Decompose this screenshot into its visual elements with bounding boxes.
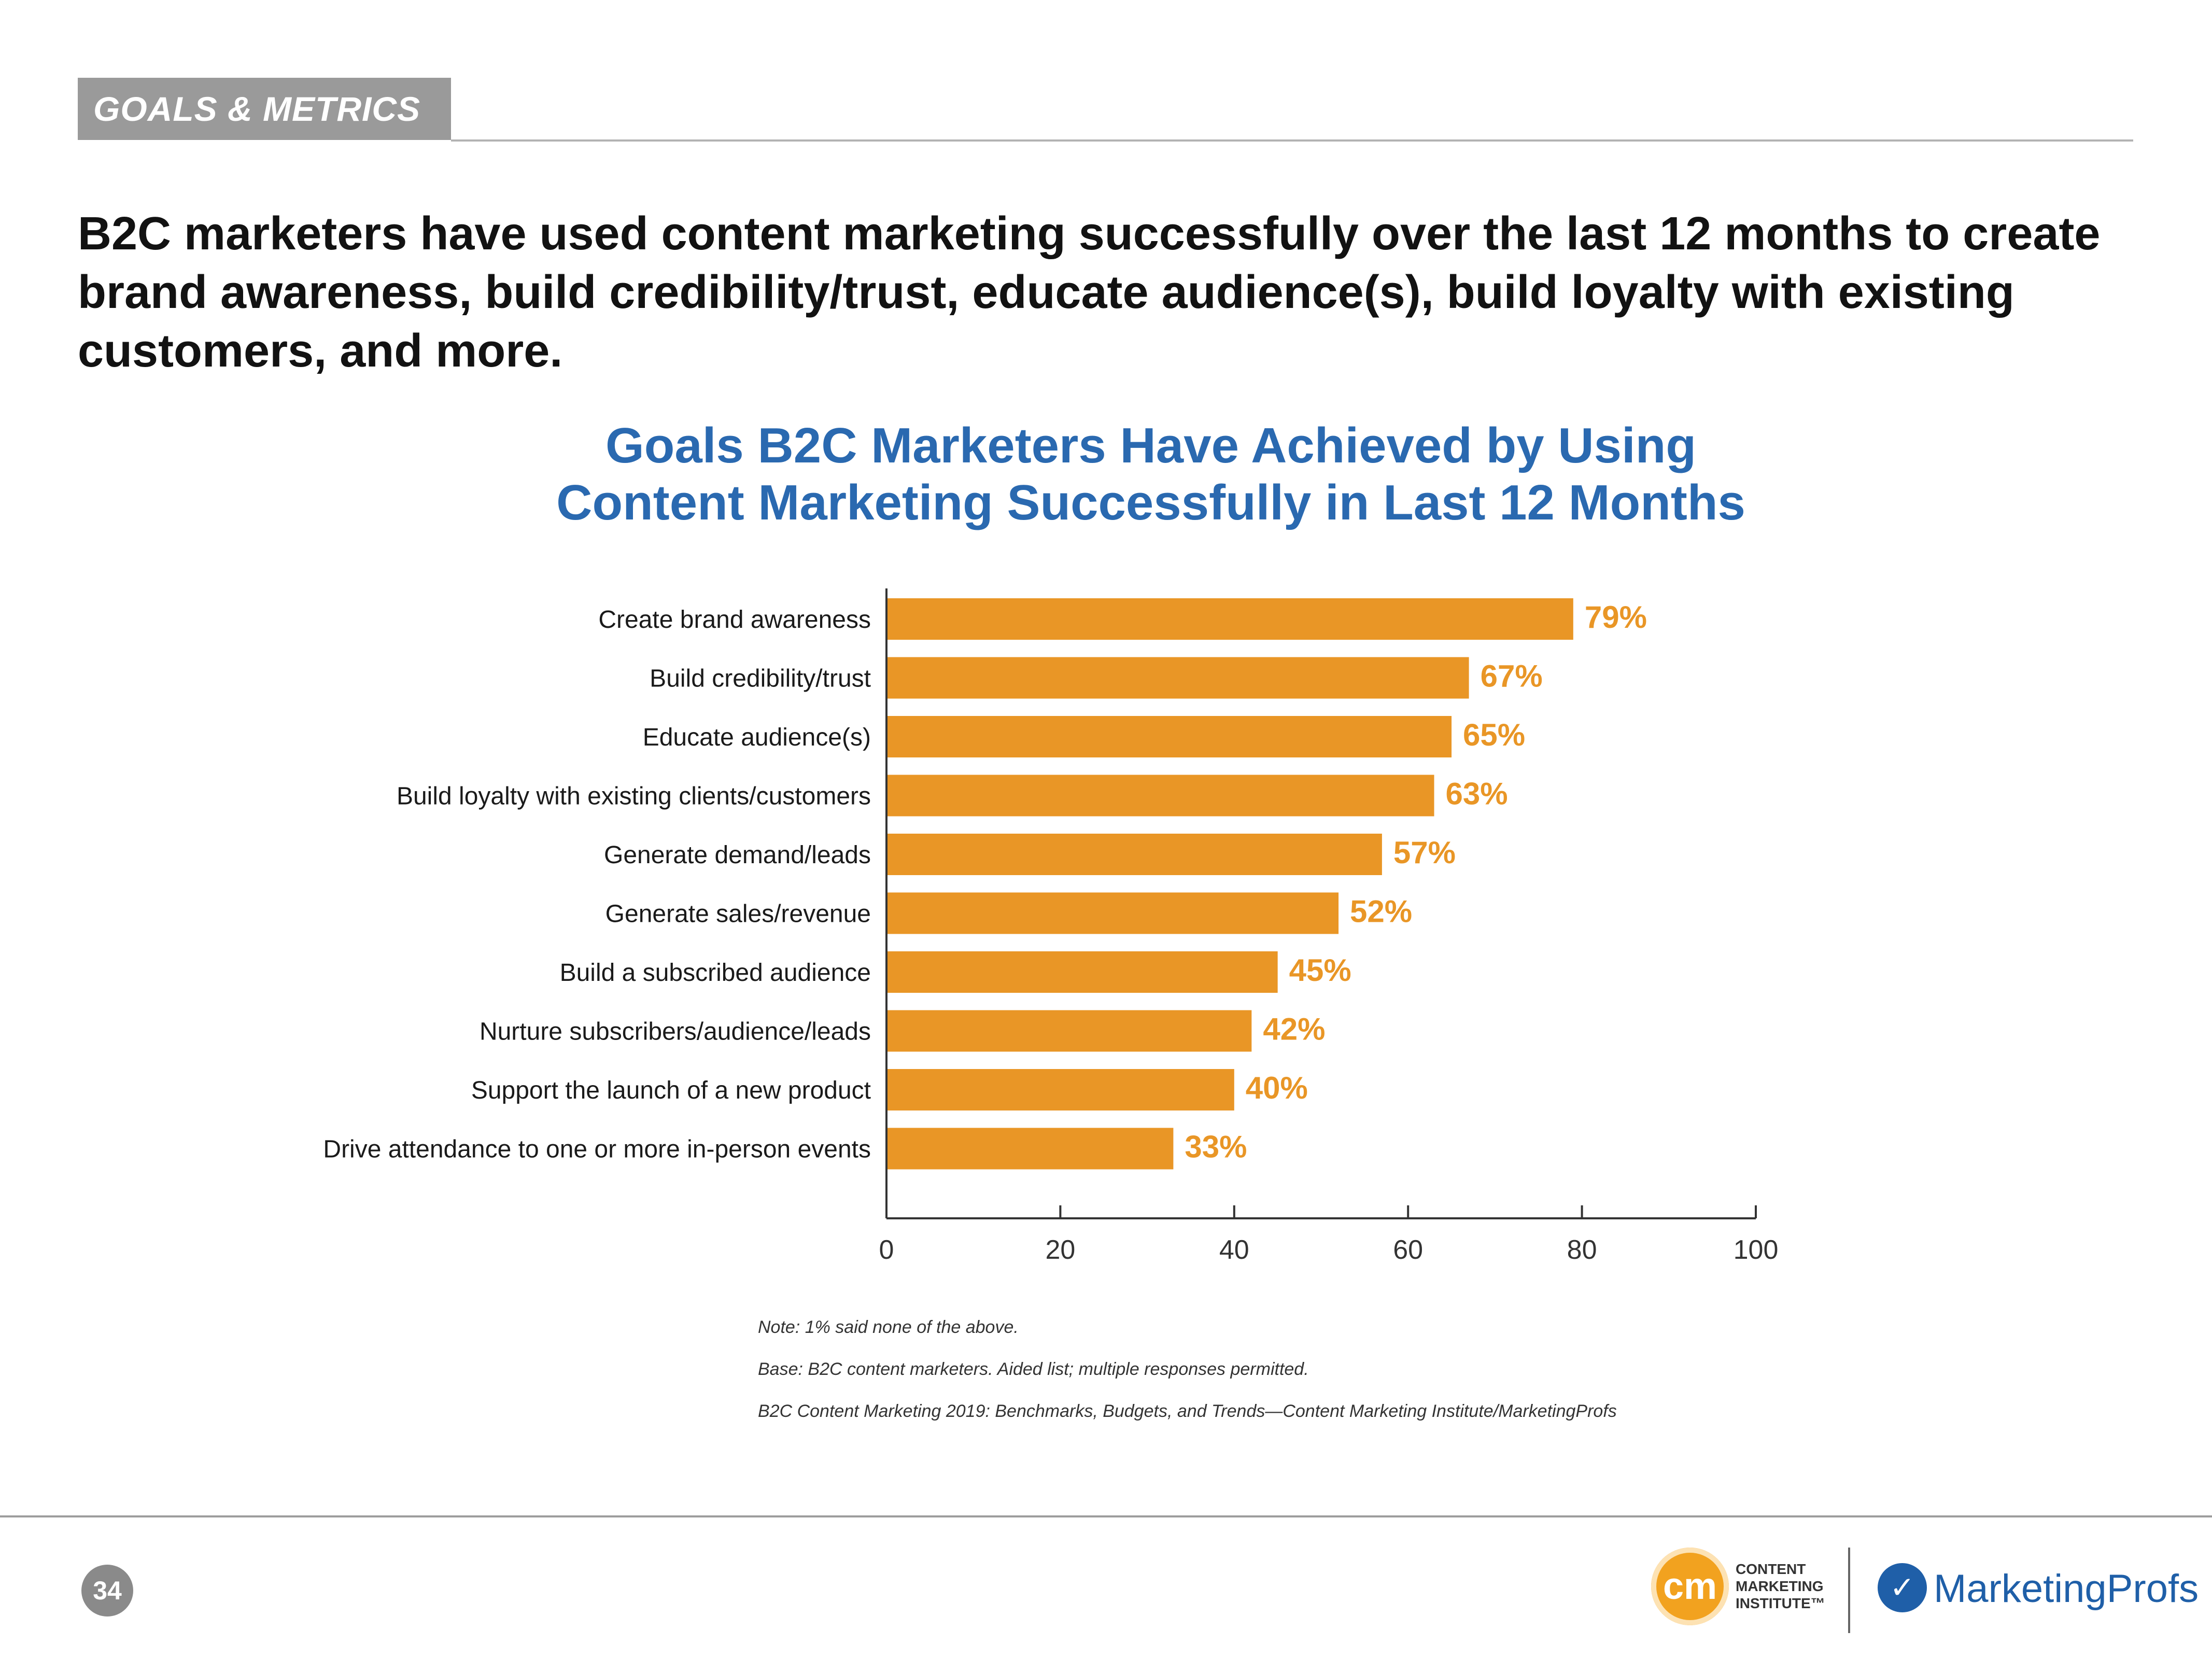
cmi-logo-icon: cm bbox=[1651, 1548, 1729, 1625]
base-line: Base: B2C content marketers. Aided list;… bbox=[758, 1359, 1309, 1379]
x-tick-label: 40 bbox=[1219, 1235, 1249, 1265]
marketingprofs-logo-icon: ✓ bbox=[1878, 1563, 1927, 1612]
category-label: Create brand awareness bbox=[598, 606, 871, 634]
page-number: 34 bbox=[81, 1565, 133, 1616]
bar bbox=[886, 657, 1469, 699]
category-label: Build credibility/trust bbox=[650, 665, 871, 693]
chart-title-line-2: Content Marketing Successfully in Last 1… bbox=[556, 475, 1745, 530]
footer-divider bbox=[0, 1515, 2212, 1517]
section-label: GOALS & METRICS bbox=[78, 78, 451, 140]
category-label: Support the launch of a new product bbox=[471, 1077, 871, 1104]
cmi-text-line: INSTITUTE™ bbox=[1736, 1595, 1825, 1611]
category-label: Educate audience(s) bbox=[643, 724, 871, 751]
source-line: B2C Content Marketing 2019: Benchmarks, … bbox=[758, 1401, 1617, 1421]
value-label: 42% bbox=[1263, 1012, 1325, 1047]
x-tick-label: 80 bbox=[1567, 1235, 1597, 1265]
bar bbox=[886, 834, 1382, 875]
category-label: Generate demand/leads bbox=[604, 841, 871, 869]
cmi-text-line: CONTENT bbox=[1736, 1561, 1806, 1577]
bar bbox=[886, 775, 1434, 817]
value-label: 45% bbox=[1289, 953, 1351, 988]
category-label: Generate sales/revenue bbox=[605, 901, 871, 928]
value-label: 65% bbox=[1463, 718, 1525, 752]
category-label: Build a subscribed audience bbox=[560, 959, 871, 987]
logo-divider bbox=[1848, 1548, 1850, 1633]
bar bbox=[886, 598, 1573, 640]
category-label: Nurture subscribers/audience/leads bbox=[480, 1018, 871, 1046]
headline: B2C marketers have used content marketin… bbox=[78, 208, 2101, 377]
value-label: 67% bbox=[1481, 659, 1543, 694]
chart-title: Goals B2C Marketers Have Achieved by Usi… bbox=[529, 417, 1773, 531]
x-tick-label: 100 bbox=[1734, 1235, 1779, 1265]
bar bbox=[886, 716, 1452, 757]
bar bbox=[886, 1069, 1234, 1110]
bar bbox=[886, 892, 1339, 934]
value-label: 63% bbox=[1446, 777, 1508, 811]
category-label: Drive attendance to one or more in-perso… bbox=[323, 1136, 871, 1163]
marketingprofs-logo-text: MarketingProfs bbox=[1934, 1567, 2199, 1611]
value-label: 79% bbox=[1585, 600, 1647, 635]
bar bbox=[886, 951, 1278, 993]
chart-title-line-1: Goals B2C Marketers Have Achieved by Usi… bbox=[605, 418, 1696, 473]
value-label: 57% bbox=[1393, 835, 1456, 870]
category-label: Build loyalty with existing clients/cust… bbox=[397, 783, 871, 810]
value-label: 33% bbox=[1185, 1130, 1247, 1164]
cmi-logo-text: CONTENT MARKETING INSTITUTE™ bbox=[1736, 1560, 1850, 1612]
value-label: 52% bbox=[1350, 894, 1412, 929]
value-label: 40% bbox=[1246, 1071, 1308, 1105]
bar bbox=[886, 1010, 1252, 1052]
x-tick-label: 60 bbox=[1393, 1235, 1423, 1265]
header-divider bbox=[451, 139, 2133, 142]
x-tick-label: 0 bbox=[879, 1235, 894, 1265]
bar bbox=[886, 1128, 1174, 1170]
chart-notes: Note: 1% said none of the above. Base: B… bbox=[758, 1314, 2002, 1440]
x-tick-label: 20 bbox=[1045, 1235, 1075, 1265]
cmi-text-line: MARKETING bbox=[1736, 1578, 1824, 1594]
note-line: Note: 1% said none of the above. bbox=[758, 1317, 1019, 1337]
